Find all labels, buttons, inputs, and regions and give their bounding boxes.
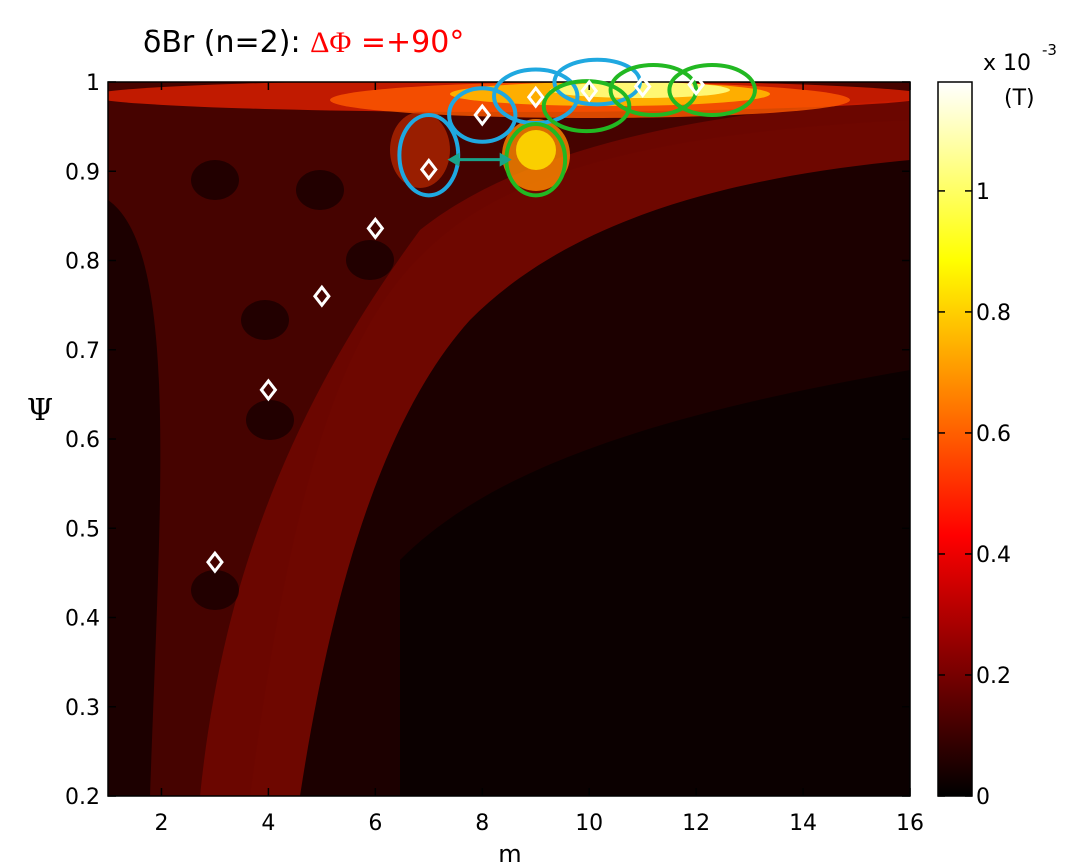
heatmap-field: [108, 82, 910, 796]
y-tick-label: 0.6: [65, 428, 100, 453]
y-tick-label: 0.9: [65, 160, 100, 185]
colorbar-unit: (T): [1004, 86, 1035, 111]
colorbar: [937, 81, 973, 797]
heat-red-band: [200, 100, 910, 796]
y-tick-label: 0.8: [65, 250, 100, 275]
colorbar-tick-label: 0.2: [976, 664, 1011, 689]
x-axis-label: m: [498, 840, 521, 867]
y-tick-label: 0.7: [65, 339, 100, 364]
heat-dark-pocket: [191, 570, 239, 610]
chart-title: δBr (n=2): ΔΦ =+90°: [143, 25, 464, 60]
heat-spot-inner: [516, 130, 556, 170]
diamond-marker: [259, 378, 278, 402]
diamond-marker: [312, 284, 331, 308]
colorbar-exponent-label: x 10: [983, 51, 1031, 76]
y-axis-label: Ψ: [27, 393, 53, 428]
heat-dark-pocket: [246, 400, 294, 440]
colorbar-exponent: -3: [1042, 41, 1057, 59]
diamond-marker: [580, 79, 599, 103]
resonance-markers: [206, 73, 706, 574]
heat-dark-pocket: [191, 160, 239, 200]
y-tick-label: 0.2: [65, 785, 100, 810]
x-tick-label: 2: [154, 811, 168, 836]
x-tick-label: 10: [575, 811, 603, 836]
heat-dark-pocket: [241, 300, 289, 340]
green-ellipse: [667, 63, 757, 118]
y-tick-label: 0.3: [65, 696, 100, 721]
x-tick-label: 6: [368, 811, 382, 836]
y-tick-label: 0.4: [65, 607, 100, 632]
heat-mid-band: [108, 82, 910, 796]
colorbar-tick-label: 0.6: [976, 422, 1011, 447]
colorbar-tick-label: 1: [976, 180, 990, 205]
heat-low-region: [400, 370, 910, 796]
diamond-marker: [473, 103, 492, 127]
x-axis-ticks: 2 4 6 8 10 12 14 16: [154, 82, 924, 836]
diamond-marker: [366, 216, 385, 240]
diamond-marker: [526, 85, 545, 109]
diamond-marker: [687, 73, 706, 97]
green-ellipse: [608, 63, 699, 118]
y-axis-ticks: 0.2 0.3 0.4 0.5 0.6 0.7 0.8 0.9 1: [65, 71, 910, 810]
diamond-marker: [206, 550, 224, 574]
colorbar-tick-label: 0.8: [976, 301, 1011, 326]
double-arrow-head-left: [447, 152, 460, 167]
heatmap-plot-area: [108, 82, 910, 796]
colorbar-tick-label: 0.4: [976, 543, 1011, 568]
green-ellipse: [541, 79, 632, 134]
x-tick-label: 16: [896, 811, 924, 836]
x-tick-label: 8: [475, 811, 489, 836]
heat-dark-pocket: [346, 240, 394, 280]
y-tick-label: 1: [86, 71, 100, 96]
colorbar-tick-label: 0: [976, 785, 990, 810]
x-tick-label: 4: [261, 811, 275, 836]
title-delta-phi: ΔΦ: [310, 26, 351, 59]
x-tick-label: 12: [682, 811, 710, 836]
heat-dark-pocket: [296, 170, 344, 210]
diamond-marker: [633, 75, 652, 98]
x-tick-label: 14: [789, 811, 817, 836]
colorbar-ticks: 0 0.2 0.4 0.6 0.8 1: [938, 180, 1011, 810]
blue-ellipse: [447, 86, 518, 144]
double-arrow-head-right: [499, 152, 512, 167]
y-tick-label: 0.5: [65, 517, 100, 542]
title-value: =+90°: [351, 25, 464, 60]
title-prefix: δBr (n=2):: [143, 25, 310, 60]
diamond-marker: [419, 158, 438, 181]
